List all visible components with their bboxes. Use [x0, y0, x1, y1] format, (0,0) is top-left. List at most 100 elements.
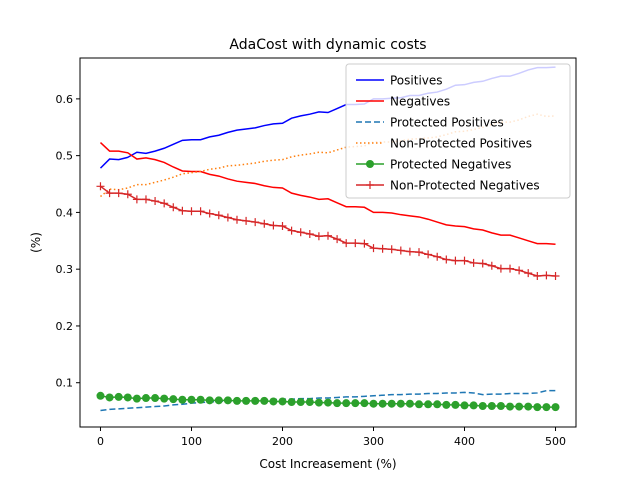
point-4-27: [342, 399, 351, 408]
point-4-34: [405, 399, 414, 408]
point-4-46: [515, 402, 524, 411]
series-2: [100, 389, 556, 412]
point-5-25: [324, 231, 332, 240]
point-5-43: [487, 261, 496, 270]
legend-item-4: Protected Negatives: [356, 158, 511, 172]
point-4-16: [242, 396, 251, 405]
point-5-20: [278, 222, 287, 231]
point-4-21: [287, 398, 296, 407]
point-4-26: [333, 399, 342, 408]
legend-item-5: Non-Protected Negatives: [356, 179, 540, 193]
chart-title: AdaCost with dynamic costs: [229, 37, 426, 53]
point-5-29: [360, 239, 369, 248]
point-4-44: [496, 401, 505, 410]
point-4-19: [269, 397, 278, 406]
y-axis-label: (%): [29, 232, 43, 253]
point-4-11: [196, 395, 205, 404]
point-4-12: [205, 396, 214, 405]
point-4-14: [223, 396, 232, 405]
point-5-15: [232, 215, 241, 224]
point-5-9: [178, 206, 187, 215]
point-4-36: [424, 400, 433, 409]
legend-item-2: Protected Positives: [356, 116, 504, 130]
point-5-5: [141, 195, 150, 204]
point-4-47: [524, 402, 533, 411]
series-line-2: [100, 389, 556, 412]
legend-item-1: Negatives: [356, 95, 450, 109]
legend-item-3: Non-Protected Positives: [356, 137, 532, 151]
point-4-17: [251, 396, 260, 405]
point-5-38: [442, 255, 451, 264]
point-5-42: [478, 259, 487, 268]
series-4: [96, 391, 560, 412]
point-4-23: [305, 398, 314, 407]
point-5-30: [369, 244, 378, 253]
x-axis: 0 100 200 300 400 500: [97, 427, 566, 448]
point-5-6: [151, 197, 160, 206]
point-4-25: [324, 398, 332, 407]
point-4-30: [369, 399, 378, 408]
point-5-26: [333, 235, 342, 244]
legend-label-4: Protected Negatives: [390, 158, 511, 172]
point-5-8: [169, 203, 178, 212]
legend-marker-5: [366, 181, 374, 189]
y-tick-label-5: 0.6: [56, 93, 74, 106]
point-4-29: [360, 399, 369, 408]
legend-marker-4: [366, 160, 374, 168]
point-5-28: [351, 239, 360, 248]
point-4-6: [151, 394, 160, 403]
point-5-2: [114, 189, 123, 198]
point-4-31: [378, 399, 387, 408]
point-5-48: [533, 271, 542, 280]
point-4-37: [433, 400, 442, 409]
point-5-7: [160, 199, 169, 208]
point-5-24: [314, 232, 323, 241]
point-4-4: [132, 394, 141, 403]
y-tick-label-4: 0.5: [56, 150, 74, 163]
x-tick-label-2: 200: [272, 435, 293, 448]
point-4-13: [214, 396, 223, 405]
legend: Positives Negatives Protected Positives Non…: [345, 63, 571, 199]
point-5-22: [296, 228, 305, 237]
point-5-17: [251, 218, 260, 227]
point-5-3: [123, 190, 132, 199]
point-4-5: [141, 394, 150, 403]
point-4-50: [551, 403, 560, 412]
point-4-41: [469, 401, 478, 410]
legend-label-1: Negatives: [390, 95, 450, 109]
point-5-37: [433, 252, 442, 261]
series-5: [96, 182, 560, 280]
point-4-49: [542, 403, 551, 412]
point-5-46: [515, 266, 524, 275]
y-axis: 0.1 0.2 0.3 0.4 0.5 0.6: [56, 93, 80, 390]
point-4-15: [232, 396, 241, 405]
point-5-16: [242, 216, 251, 225]
legend-label-0: Positives: [390, 74, 443, 88]
point-4-22: [296, 398, 305, 407]
point-5-49: [542, 271, 551, 280]
point-4-42: [478, 401, 487, 410]
point-5-21: [287, 226, 296, 235]
point-5-18: [260, 219, 269, 228]
y-tick-label-0: 0.1: [56, 377, 74, 390]
point-4-7: [160, 394, 169, 403]
point-5-10: [187, 207, 196, 216]
point-5-45: [506, 264, 515, 273]
point-4-20: [278, 397, 287, 406]
point-4-9: [178, 395, 187, 404]
x-tick-label-1: 100: [181, 435, 202, 448]
point-5-12: [205, 209, 214, 218]
point-5-23: [305, 229, 314, 238]
point-5-27: [342, 239, 351, 248]
point-5-36: [424, 250, 433, 259]
point-4-10: [187, 395, 196, 404]
point-4-33: [396, 399, 405, 408]
point-5-31: [378, 244, 387, 253]
point-5-41: [469, 258, 478, 267]
series-line-1: [99, 142, 556, 245]
point-5-32: [387, 245, 396, 254]
y-tick-label-2: 0.3: [56, 263, 74, 276]
point-5-50: [551, 271, 560, 280]
point-5-35: [415, 248, 424, 257]
